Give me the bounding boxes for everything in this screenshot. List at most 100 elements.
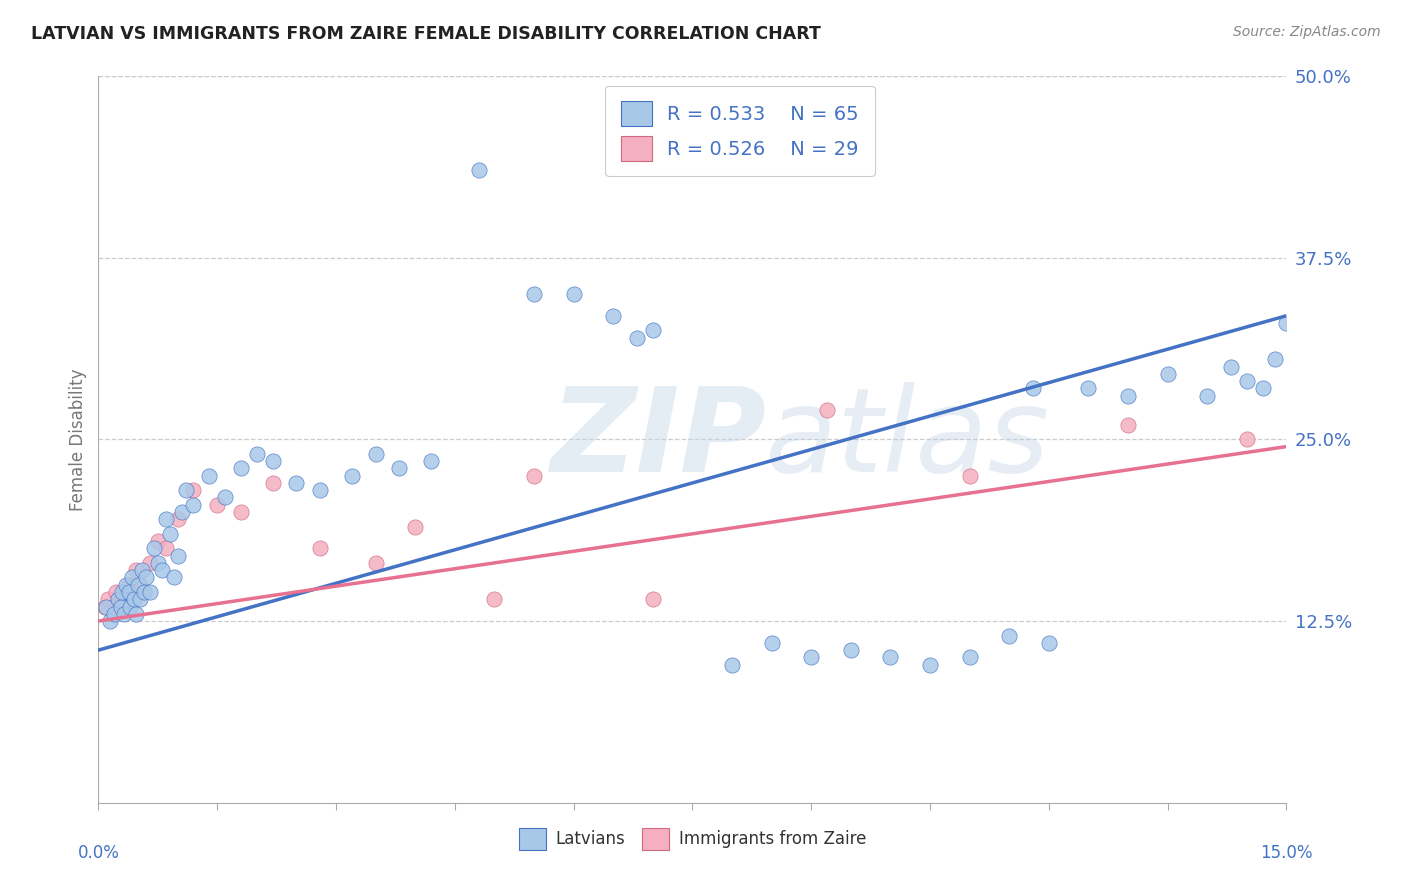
Point bbox=[262, 475, 284, 490]
Point bbox=[1236, 374, 1258, 388]
Point bbox=[1156, 367, 1178, 381]
Point bbox=[146, 534, 169, 549]
Point bbox=[404, 519, 426, 533]
Text: atlas: atlas bbox=[763, 383, 1049, 496]
Point bbox=[111, 585, 134, 599]
Point bbox=[229, 461, 252, 475]
Point bbox=[170, 505, 193, 519]
Point bbox=[602, 309, 624, 323]
Text: Source: ZipAtlas.com: Source: ZipAtlas.com bbox=[1233, 25, 1381, 39]
Point bbox=[388, 461, 411, 475]
Point bbox=[166, 549, 188, 563]
Point bbox=[229, 505, 252, 519]
Point bbox=[246, 447, 269, 461]
Text: 15.0%: 15.0% bbox=[1260, 845, 1313, 863]
Point bbox=[1275, 316, 1298, 330]
Point bbox=[155, 512, 177, 526]
Point bbox=[150, 563, 173, 577]
Point bbox=[562, 286, 585, 301]
Point bbox=[121, 585, 143, 599]
Point bbox=[96, 599, 118, 614]
Point bbox=[110, 592, 132, 607]
Point bbox=[146, 556, 169, 570]
Point bbox=[134, 585, 156, 599]
Text: 0.0%: 0.0% bbox=[77, 845, 120, 863]
Point bbox=[122, 592, 145, 607]
Point bbox=[641, 323, 664, 337]
Point bbox=[112, 599, 135, 614]
Point bbox=[117, 578, 139, 592]
Point bbox=[309, 541, 332, 556]
Point bbox=[104, 585, 127, 599]
Point bbox=[214, 491, 236, 505]
Point bbox=[364, 556, 387, 570]
Point bbox=[97, 592, 120, 607]
Point bbox=[998, 629, 1021, 643]
Point bbox=[159, 526, 181, 541]
Point bbox=[626, 330, 648, 344]
Point bbox=[107, 592, 129, 607]
Point bbox=[128, 578, 150, 592]
Point bbox=[125, 563, 148, 577]
Text: ZIP: ZIP bbox=[550, 382, 766, 497]
Point bbox=[1236, 432, 1258, 446]
Point bbox=[101, 599, 124, 614]
Point bbox=[879, 650, 901, 665]
Point bbox=[1038, 636, 1060, 650]
Text: LATVIAN VS IMMIGRANTS FROM ZAIRE FEMALE DISABILITY CORRELATION CHART: LATVIAN VS IMMIGRANTS FROM ZAIRE FEMALE … bbox=[31, 25, 821, 43]
Point bbox=[166, 512, 188, 526]
Point bbox=[139, 556, 162, 570]
Point bbox=[142, 541, 165, 556]
Point bbox=[959, 468, 981, 483]
Point bbox=[131, 563, 153, 577]
Point bbox=[641, 592, 664, 607]
Point bbox=[198, 468, 221, 483]
Point bbox=[112, 607, 135, 621]
Point bbox=[135, 570, 157, 584]
Point bbox=[110, 599, 132, 614]
Point bbox=[128, 592, 150, 607]
Point bbox=[467, 163, 489, 178]
Point bbox=[121, 570, 143, 584]
Point bbox=[134, 585, 156, 599]
Point bbox=[1077, 381, 1099, 395]
Point bbox=[364, 447, 387, 461]
Point bbox=[815, 403, 838, 417]
Point bbox=[761, 636, 783, 650]
Point bbox=[1116, 389, 1139, 403]
Point bbox=[183, 498, 205, 512]
Point bbox=[721, 657, 744, 672]
Point bbox=[1220, 359, 1243, 374]
Point bbox=[839, 643, 862, 657]
Point bbox=[117, 585, 139, 599]
Point bbox=[120, 599, 142, 614]
Point bbox=[139, 585, 162, 599]
Point bbox=[420, 454, 443, 468]
Point bbox=[183, 483, 205, 498]
Point bbox=[1264, 352, 1286, 367]
Point bbox=[959, 650, 981, 665]
Point bbox=[174, 483, 197, 498]
Point bbox=[207, 498, 229, 512]
Point bbox=[127, 578, 149, 592]
Point bbox=[163, 570, 186, 584]
Point bbox=[800, 650, 823, 665]
Point bbox=[285, 475, 308, 490]
Point bbox=[523, 468, 546, 483]
Point bbox=[115, 578, 138, 592]
Y-axis label: Female Disability: Female Disability bbox=[69, 368, 87, 510]
Point bbox=[125, 607, 148, 621]
Point bbox=[155, 541, 177, 556]
Point bbox=[340, 468, 363, 483]
Point bbox=[1022, 381, 1045, 395]
Point bbox=[309, 483, 332, 498]
Point bbox=[94, 599, 117, 614]
Point bbox=[103, 607, 125, 621]
Point bbox=[484, 592, 506, 607]
Point bbox=[1251, 381, 1274, 395]
Point bbox=[1197, 389, 1219, 403]
Legend: Latvians, Immigrants from Zaire: Latvians, Immigrants from Zaire bbox=[512, 822, 873, 856]
Point bbox=[920, 657, 942, 672]
Point bbox=[262, 454, 284, 468]
Point bbox=[98, 614, 121, 628]
